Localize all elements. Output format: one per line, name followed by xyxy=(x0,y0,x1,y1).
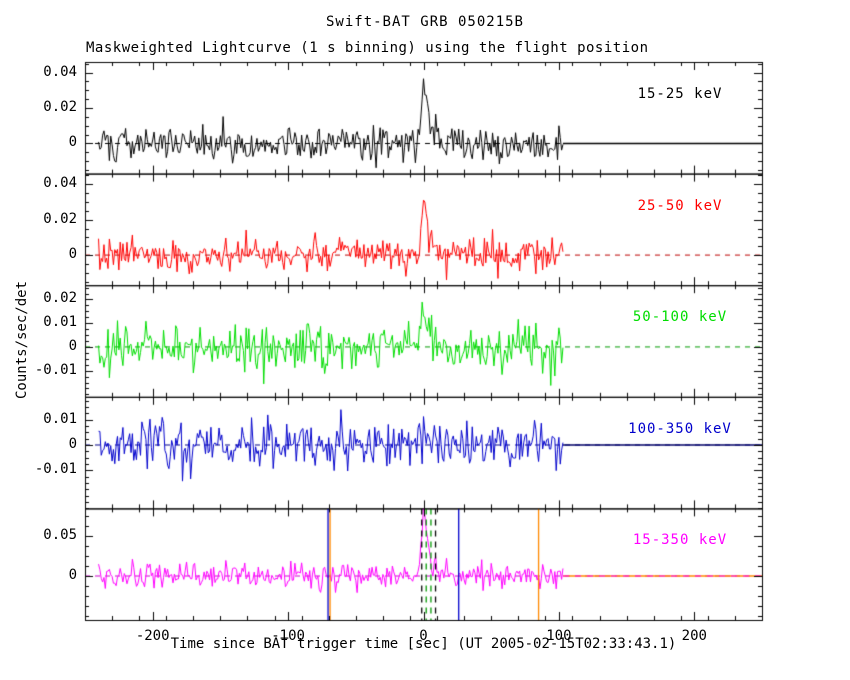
x-tick-label: -200 xyxy=(135,628,170,644)
y-tick-label: 0.04 xyxy=(43,175,77,192)
y-tick-label: 0.02 xyxy=(43,210,77,227)
x-tick-label: -100 xyxy=(271,628,305,644)
y-tick-label: -0.01 xyxy=(34,361,77,378)
y-tick-label: 0.04 xyxy=(43,63,77,80)
y-tick-label: 0 xyxy=(68,435,77,452)
x-axis-label: Time since BAT trigger time [sec] (UT 20… xyxy=(170,636,677,652)
y-tick-label: 0 xyxy=(68,337,77,354)
x-tick-label: 0 xyxy=(419,628,428,644)
panel-energy-label: 25-50 keV xyxy=(637,197,723,214)
panel-energy-label: 100-350 keV xyxy=(628,420,732,437)
x-tick-label: 100 xyxy=(546,628,572,644)
x-tick-label: 200 xyxy=(681,628,707,644)
y-tick-label: 0 xyxy=(68,246,77,263)
y-tick-label: -0.01 xyxy=(34,461,77,478)
chart-title: Swift-BAT GRB 050215B xyxy=(325,14,524,30)
chart-subtitle: Maskweighted Lightcurve (1 s binning) us… xyxy=(86,40,649,56)
y-tick-label: 0.02 xyxy=(43,290,77,307)
y-tick-label: 0.05 xyxy=(43,527,77,543)
y-tick-label: 0 xyxy=(68,567,77,583)
panel-energy-label: 50-100 keV xyxy=(632,309,728,326)
y-tick-label: 0 xyxy=(68,134,77,151)
y-tick-label: 0.01 xyxy=(43,314,77,331)
panel-energy-label: 15-350 keV xyxy=(632,532,728,549)
y-tick-label: 0.01 xyxy=(43,410,77,427)
y-tick-label: 0.02 xyxy=(43,99,77,116)
panel-energy-label: 15-25 keV xyxy=(637,86,723,102)
